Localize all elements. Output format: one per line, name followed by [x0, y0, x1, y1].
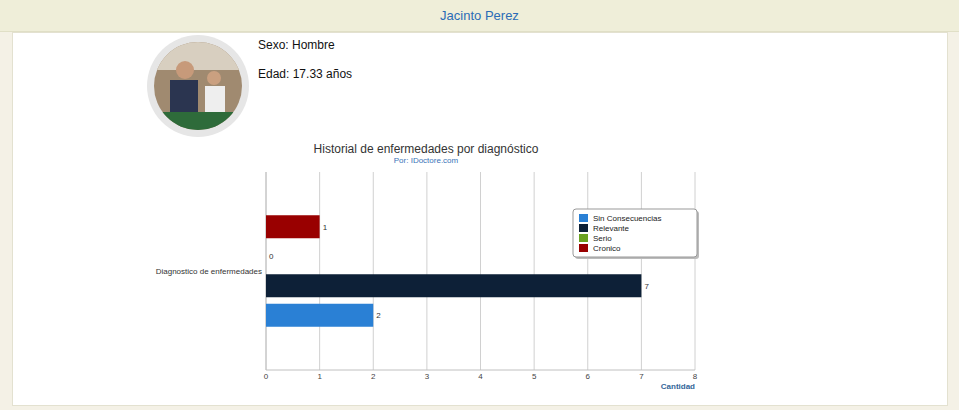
legend-swatch — [579, 234, 588, 242]
photo-shirt — [205, 86, 225, 112]
grid-line — [426, 172, 427, 370]
bar — [266, 215, 320, 238]
x-tick-label: 6 — [586, 372, 591, 381]
x-tick-label: 2 — [371, 372, 376, 381]
chart-title: Historial de enfermedades por diagnóstic… — [314, 142, 539, 156]
legend-label: Sin Consecuencias — [593, 214, 661, 223]
photo-table — [160, 112, 240, 142]
header-bar: Jacinto Perez — [0, 0, 959, 32]
x-tick-label: 1 — [317, 372, 322, 381]
x-tick-label: 8 — [693, 372, 698, 381]
grid-line — [480, 172, 481, 370]
bar — [266, 304, 373, 327]
sex-text: Sexo: Hombre — [258, 38, 335, 52]
data-label: 7 — [644, 282, 649, 291]
legend-swatch — [579, 224, 588, 232]
category-label: Diagnostico de enfermedades — [156, 267, 262, 276]
grid-line — [373, 172, 374, 370]
x-tick-label: 0 — [264, 372, 269, 381]
grid-line — [587, 172, 588, 370]
legend-box — [573, 209, 697, 257]
x-tick-label: 4 — [478, 372, 483, 381]
photo-face — [176, 61, 194, 79]
legend-label: Serio — [593, 234, 612, 243]
grid-line — [641, 172, 642, 370]
x-tick-label: 3 — [425, 372, 430, 381]
data-label: 1 — [323, 223, 328, 232]
bar — [266, 245, 267, 268]
data-label: 0 — [269, 252, 274, 261]
legend-label: Cronico — [593, 244, 621, 253]
photo-face2 — [207, 71, 221, 85]
grid-line — [266, 172, 267, 370]
patient-name: Jacinto Perez — [0, 8, 959, 23]
x-axis-title: Cantidad — [661, 382, 695, 391]
photo-wall — [150, 40, 250, 70]
legend-label: Relevante — [593, 224, 630, 233]
grid-line — [695, 172, 696, 370]
chart: Historial de enfermedades por diagnóstic… — [0, 0, 959, 410]
legend-swatch — [579, 244, 588, 252]
legend-swatch — [579, 214, 588, 222]
x-tick-label: 7 — [639, 372, 644, 381]
bar — [266, 274, 641, 297]
age-text: Edad: 17.33 años — [258, 67, 352, 81]
grid-line — [319, 172, 320, 370]
data-label: 2 — [376, 311, 381, 320]
x-tick-label: 5 — [532, 372, 537, 381]
y-axis-line — [266, 172, 267, 370]
bars — [266, 215, 641, 327]
x-axis-line — [266, 370, 695, 371]
grid-line — [534, 172, 535, 370]
chart-subtitle: Por: IDoctore.com — [394, 156, 459, 165]
avatar-photo — [150, 40, 250, 142]
